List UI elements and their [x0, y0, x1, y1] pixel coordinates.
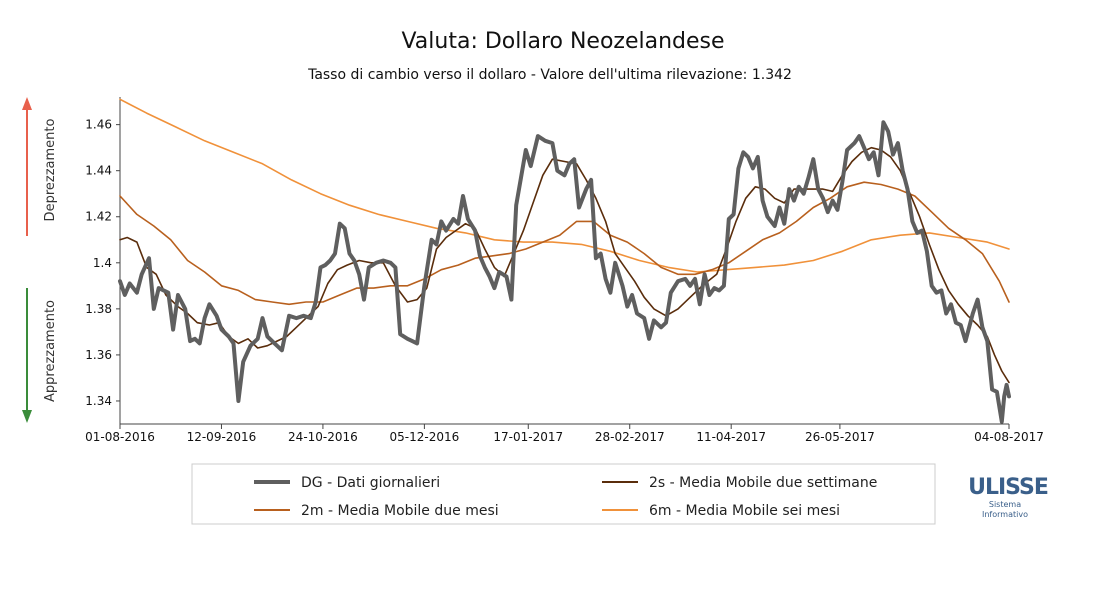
- y-axis-ticks: 1.34 1.36 1.38 1.4 1.42 1.44 1.46: [85, 118, 120, 408]
- y-tick-label: 1.34: [85, 394, 112, 408]
- x-tick-label: 17-01-2017: [493, 430, 563, 444]
- x-axis-ticks: 01-08-2016 12-09-2016 24-10-2016 05-12-2016…: [85, 424, 1044, 444]
- chart-subtitle: Tasso di cambio verso il dollaro - Valor…: [307, 67, 792, 83]
- legend-label-dg: DG - Dati giornalieri: [301, 475, 440, 491]
- series-line-m6: [119, 98, 1010, 273]
- logo-line1: Sistema: [989, 500, 1021, 509]
- x-tick-label: 05-12-2016: [390, 430, 460, 444]
- appreciation-arrow: [22, 288, 32, 423]
- x-tick-label: 28-02-2017: [595, 430, 665, 444]
- chart-legend: DG - Dati giornalieri 2s - Media Mobile d…: [254, 475, 877, 519]
- series-line-s2: [119, 146, 1010, 384]
- x-tick-label: 01-08-2016: [85, 430, 155, 444]
- x-tick-label: 26-05-2017: [805, 430, 875, 444]
- ulisse-logo: ULISSE Sistema Informativo: [968, 475, 1049, 519]
- legend-label-m6: 6m - Media Mobile sei mesi: [649, 503, 840, 519]
- legend-box: [191, 463, 936, 525]
- y-tick-label: 1.36: [85, 348, 112, 362]
- series-line-dg: [118, 120, 1011, 424]
- x-tick-label: 12-09-2016: [187, 430, 257, 444]
- legend-label-s2: 2s - Media Mobile due settimane: [649, 475, 877, 491]
- legend-label-m2: 2m - Media Mobile due mesi: [301, 503, 499, 519]
- series-line-m2: [119, 181, 1010, 306]
- y-tick-label: 1.46: [85, 118, 112, 132]
- y-tick-label: 1.4: [93, 256, 112, 270]
- y-tick-label: 1.42: [85, 210, 112, 224]
- x-tick-label: 24-10-2016: [288, 430, 358, 444]
- logo-name: ULISSE: [968, 475, 1048, 500]
- x-tick-label: 04-08-2017: [974, 430, 1044, 444]
- chart-series: [118, 98, 1011, 424]
- chart-title: Valuta: Dollaro Neozelandese: [401, 29, 724, 54]
- logo-line2: Informativo: [982, 510, 1028, 519]
- depreciation-label: Deprezzamento: [43, 119, 58, 222]
- chart-axes: [119, 97, 1009, 425]
- y-tick-label: 1.44: [85, 164, 112, 178]
- appreciation-label: Apprezzamento: [43, 300, 58, 402]
- x-tick-label: 11-04-2017: [696, 430, 766, 444]
- y-tick-label: 1.38: [85, 302, 112, 316]
- depreciation-arrow: [22, 97, 32, 236]
